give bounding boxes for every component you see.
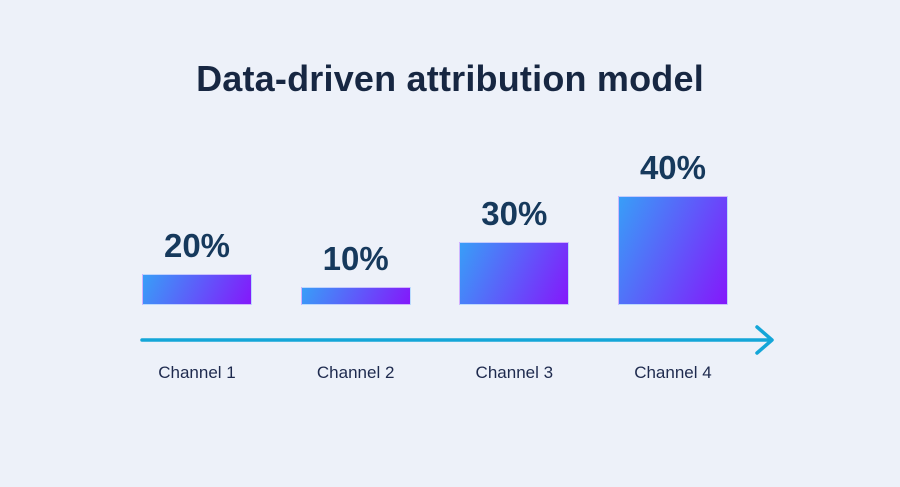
bar-channel-1 xyxy=(142,274,252,305)
bar-column-channel-4: 40% xyxy=(617,149,728,305)
value-label-channel-1: 20% xyxy=(163,227,231,264)
category-label-channel-4: Channel 4 xyxy=(634,363,712,382)
bar-channel-4 xyxy=(617,196,728,305)
chart-title: Data-driven attribution model xyxy=(196,58,704,99)
bar-channel-2 xyxy=(300,287,411,305)
category-label-channel-2: Channel 2 xyxy=(316,363,395,382)
value-label-channel-3: 30% xyxy=(481,195,548,232)
categories-row: Channel 1 Channel 2 Channel 3 Channel 4 xyxy=(142,363,728,383)
x-axis-arrow-icon xyxy=(140,325,774,355)
bars-row: 20% 10% 30% 40% xyxy=(142,130,728,305)
bar-column-channel-2: 10% xyxy=(300,240,411,305)
value-label-channel-2: 10% xyxy=(322,240,389,277)
value-label-channel-4: 40% xyxy=(639,149,706,186)
bar-channel-3 xyxy=(459,242,570,305)
bar-column-channel-3: 30% xyxy=(459,195,570,305)
category-label-channel-1: Channel 1 xyxy=(158,363,236,382)
bar-column-channel-1: 20% xyxy=(142,229,252,305)
category-label-channel-3: Channel 3 xyxy=(475,363,554,382)
